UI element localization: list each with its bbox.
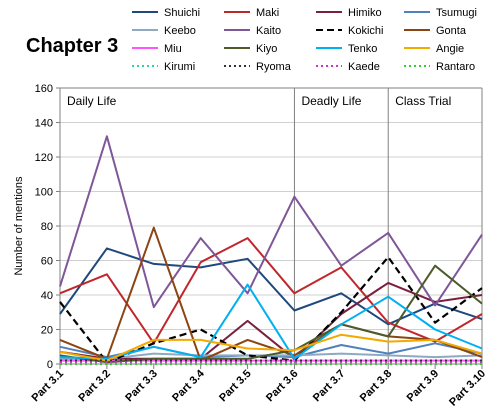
section-label: Class Trial [395, 94, 451, 108]
y-axis-label: Number of mentions [13, 176, 25, 276]
legend-label: Ryoma [256, 61, 292, 73]
x-axis: Part 3.1 Part 3.2 Part 3.3 Part 3.4 Part 3.5… [30, 363, 488, 409]
legend-label: Rantaro [436, 61, 475, 73]
legend-item-kiyo: Kiyo [224, 43, 277, 55]
legend-item-miu: Miu [132, 43, 182, 55]
legend-label: Himiko [348, 7, 382, 19]
series-line-maki [59, 237, 483, 345]
legend-label: Kaito [256, 25, 281, 37]
series-line-kaito [59, 135, 483, 309]
legend-label: Tenko [348, 43, 377, 55]
series-line-himiko [59, 281, 483, 360]
legend-label: Gonta [436, 25, 467, 37]
legend-item-keebo: Keebo [132, 25, 196, 37]
plot-lines [59, 135, 483, 366]
y-tick-label: 0 [47, 359, 53, 371]
x-tick-label: Part 3.1 [30, 368, 67, 405]
x-tick-label: Part 3.5 [217, 368, 254, 405]
x-tick-label: Part 3.3 [123, 368, 160, 405]
y-tick-label: 140 [35, 118, 53, 130]
y-tick-label: 100 [35, 187, 53, 199]
legend-item-angie: Angie [404, 43, 464, 55]
x-tick-label: Part 3.2 [76, 368, 113, 405]
legend-item-kirumi: Kirumi [132, 61, 195, 73]
x-tick-label: Part 3.8 [358, 368, 395, 405]
legend-label: Shuichi [164, 7, 200, 19]
legend-label: Miu [164, 43, 182, 55]
gridlines [60, 87, 482, 330]
x-tick-label: Part 3.7 [311, 368, 348, 405]
legend-label: Kirumi [164, 61, 195, 73]
legend-item-kokichi: Kokichi [316, 25, 383, 37]
legend-item-rantaro: Rantaro [404, 61, 475, 73]
section-label: Deadly Life [301, 94, 361, 108]
legend-label: Kiyo [256, 43, 277, 55]
y-tick-label: 120 [35, 152, 53, 164]
legend-label: Tsumugi [436, 7, 477, 19]
legend-label: Maki [256, 7, 279, 19]
y-tick-label: 20 [41, 325, 53, 337]
y-tick-label: 60 [41, 256, 53, 268]
legend-label: Angie [436, 43, 464, 55]
legend-item-gonta: Gonta [404, 25, 467, 37]
legend-label: Kaede [348, 61, 380, 73]
series-line-tenko [59, 283, 483, 360]
section-label: Daily Life [67, 94, 117, 108]
series-line-gonta [59, 226, 483, 362]
legend-item-maki: Maki [224, 7, 279, 19]
x-tick-label: Part 3.10 [447, 368, 488, 409]
chart-title: Chapter 3 [26, 35, 118, 57]
y-axis: 0 20 40 60 80 100 120 140 160 [35, 83, 483, 371]
legend-item-kaede: Kaede [316, 61, 380, 73]
legend-item-shuichi: Shuichi [132, 7, 200, 19]
legend-item-tsumugi: Tsumugi [404, 7, 477, 19]
legend-label: Kokichi [348, 25, 383, 37]
legend-item-kaito: Kaito [224, 25, 281, 37]
legend-item-himiko: Himiko [316, 7, 382, 19]
x-tick-label: Part 3.9 [405, 368, 442, 405]
legend-item-ryoma: Ryoma [224, 61, 292, 73]
x-tick-label: Part 3.6 [264, 368, 301, 405]
legend: Shuichi Maki Himiko Tsumugi Keebo Kaito Kokich… [132, 7, 477, 73]
section-dividers: Daily Life Deadly Life Class Trial [67, 88, 451, 364]
y-tick-label: 40 [41, 290, 53, 302]
legend-item-tenko: Tenko [316, 43, 377, 55]
x-tick-label: Part 3.4 [170, 367, 207, 404]
y-tick-label: 160 [35, 83, 53, 95]
legend-label: Keebo [164, 25, 196, 37]
series-line-angie [59, 333, 483, 362]
y-tick-label: 80 [41, 221, 53, 233]
